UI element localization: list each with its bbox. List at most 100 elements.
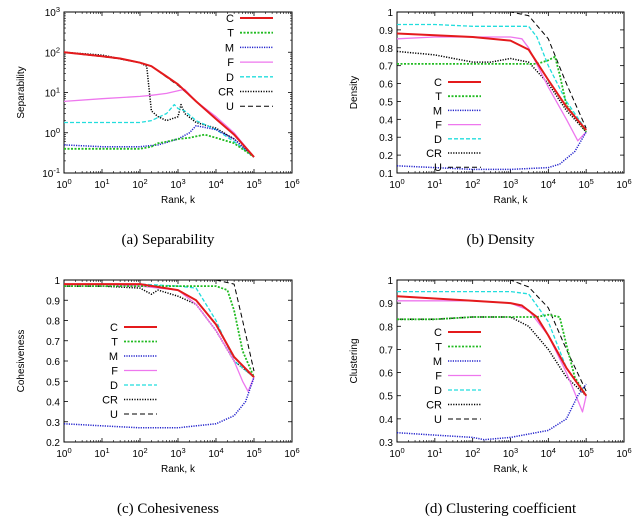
y-tick-label: 101 (45, 86, 60, 100)
y-axis-label: Separability (16, 66, 27, 118)
y-tick-label: 0.7 (46, 337, 60, 348)
series-line-c (397, 32, 587, 131)
series-line-m (64, 376, 255, 429)
series-line-u (397, 280, 587, 392)
y-tick-label: 0.7 (379, 345, 393, 356)
x-tick-label: 101 (94, 177, 109, 191)
y-tick-label: 0.4 (46, 398, 60, 409)
legend-label: F (111, 366, 118, 378)
chart-panel: 100 101 102 103 104 105 106 0.3 0.4 0.5 0.6 0.7 0.8 0… (349, 276, 632, 517)
y-tick-label: 1 (387, 8, 393, 19)
x-tick-label: 102 (465, 177, 480, 191)
y-tick-label: 10-1 (42, 166, 60, 180)
y-tick-label: 1 (387, 276, 393, 287)
legend-label: D (110, 380, 118, 392)
y-tick-label: 0.8 (379, 322, 393, 333)
y-axis-label: Cohesiveness (16, 330, 27, 393)
y-tick-label: 0.4 (379, 415, 393, 426)
legend-label: U (226, 101, 234, 113)
series-line-d (64, 283, 255, 378)
y-tick-label: 0.3 (379, 133, 393, 144)
y-tick-label: 0.9 (379, 299, 393, 310)
x-axis-label: Rank, k (161, 195, 196, 206)
series-line-f (397, 300, 587, 413)
series-line-m (397, 383, 587, 441)
x-tick-label: 104 (541, 177, 556, 191)
x-tick-label: 104 (208, 446, 223, 460)
y-tick-label: 0.5 (379, 392, 393, 403)
y-axis-label: Clustering (349, 338, 360, 383)
y-tick-label: 0.5 (379, 97, 393, 108)
legend-label: M (225, 42, 234, 54)
legend-label: M (109, 351, 118, 363)
y-tick-label: 102 (45, 45, 60, 59)
y-tick-label: 100 (45, 126, 60, 140)
x-tick-label: 101 (94, 446, 109, 460)
legend-label: D (226, 72, 234, 84)
x-tick-label: 104 (208, 177, 223, 191)
plot-frame (63, 11, 293, 174)
legend-label: T (435, 342, 442, 354)
y-tick-label: 1 (54, 276, 60, 287)
series-line-cr (397, 50, 587, 133)
y-tick-label: 0.4 (379, 115, 393, 126)
legend-label: D (434, 385, 442, 397)
series-line-u (64, 280, 255, 372)
figure-caption: (a) Separability (122, 232, 215, 248)
y-tick-label: 0.5 (46, 377, 60, 388)
legend-label: F (227, 57, 234, 69)
x-tick-label: 105 (579, 177, 594, 191)
legend-label: C (434, 77, 442, 89)
legend-label: D (434, 134, 442, 146)
plot-frame (396, 279, 625, 443)
x-axis-label: Rank, k (161, 464, 196, 475)
x-tick-label: 105 (579, 446, 594, 460)
legend-label: M (433, 356, 442, 368)
x-tick-label: 103 (503, 446, 518, 460)
y-tick-label: 0.2 (379, 151, 393, 162)
y-axis-label: Density (349, 76, 360, 109)
x-tick-label: 104 (541, 446, 556, 460)
series-line-t (397, 313, 587, 397)
figure-caption: (d) Clustering coefficient (425, 501, 577, 517)
x-tick-label: 100 (389, 177, 404, 191)
x-tick-label: 105 (246, 177, 261, 191)
series-line-f (64, 283, 255, 393)
chart-panel: 100 101 102 103 104 105 10610-1100101102103Ran… (16, 5, 300, 248)
series-line-c (397, 295, 588, 397)
legend-label: C (226, 13, 234, 25)
x-tick-label: 103 (170, 446, 185, 460)
series-line-t (397, 55, 587, 133)
x-tick-label: 103 (503, 177, 518, 191)
figure-caption: (c) Cohesiveness (117, 501, 219, 517)
series-line-f (397, 36, 587, 142)
x-tick-label: 100 (56, 446, 71, 460)
x-tick-label: 102 (132, 177, 147, 191)
x-tick-label: 103 (170, 177, 185, 191)
y-tick-label: 0.8 (46, 317, 60, 328)
x-tick-label: 101 (427, 177, 442, 191)
legend-label: F (435, 371, 442, 383)
x-tick-label: 102 (465, 446, 480, 460)
series-line-t (64, 133, 255, 158)
x-axis-label: Rank, k (494, 464, 529, 475)
series-line-u (397, 12, 587, 129)
legend-label: CR (218, 87, 234, 99)
series-line-c (64, 283, 255, 378)
legend-label: U (434, 414, 442, 426)
series-line-t (64, 285, 255, 378)
y-tick-label: 0.3 (379, 438, 393, 449)
series-line-d (397, 23, 587, 131)
legend-label: CR (426, 148, 442, 160)
legend-label: U (110, 409, 118, 421)
plot-frame (63, 279, 293, 443)
legend-label: F (435, 120, 442, 132)
y-tick-label: 0.6 (379, 369, 393, 380)
y-tick-label: 0.3 (46, 418, 60, 429)
series-line-m (64, 124, 255, 158)
x-tick-label: 105 (246, 446, 261, 460)
